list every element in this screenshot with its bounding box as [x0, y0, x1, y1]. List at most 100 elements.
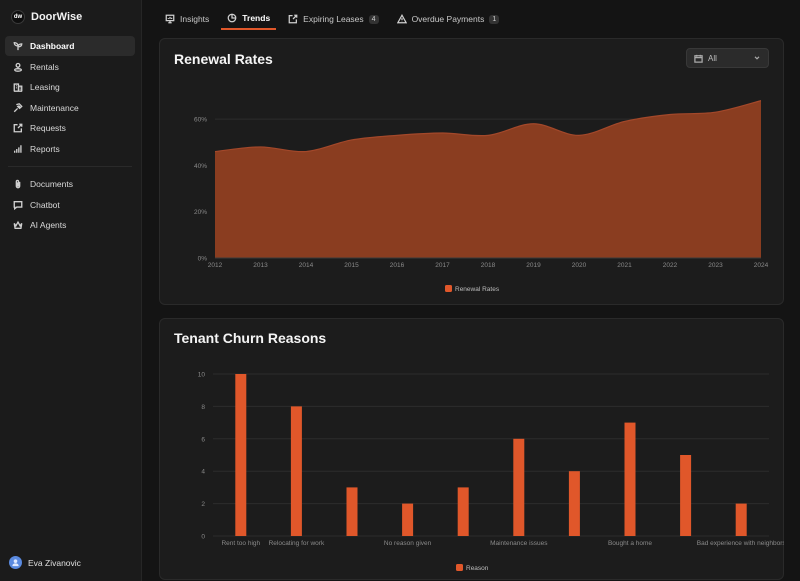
- bar: [290, 406, 302, 536]
- sidebar-item-label: Dashboard: [30, 41, 75, 51]
- x-tick-label: 2022: [663, 262, 678, 269]
- count-badge: 4: [368, 14, 379, 24]
- x-tick-label: 2021: [617, 262, 632, 269]
- sidebar-item-reports[interactable]: Reports: [5, 139, 135, 159]
- sidebar-divider: [8, 165, 132, 167]
- tab-label: Overdue Payments: [411, 14, 485, 24]
- warning-icon: [396, 14, 407, 24]
- bar: [568, 471, 580, 536]
- tab-bar: Insights Trends Expiring Leases 4 Overdu…: [159, 8, 511, 30]
- y-tick-label: 0%: [198, 256, 208, 263]
- tab-label: Expiring Leases: [303, 14, 364, 24]
- sidebar-item-label: Chatbot: [30, 199, 60, 210]
- tenant-churn-chart: 0 2 4 6 8 10 Rent too high Relocating for work N…: [198, 372, 784, 573]
- sidebar-item-maintenance[interactable]: Maintenance: [5, 98, 135, 118]
- count-badge: 1: [489, 14, 500, 24]
- chevron-down-icon: [754, 56, 760, 60]
- tab-overdue-payments[interactable]: Overdue Payments 1: [391, 8, 506, 30]
- hammer-icon: [13, 102, 23, 113]
- sidebar-item-label: AI Agents: [30, 220, 67, 231]
- x-tick-label: Maintenance issues: [490, 540, 548, 547]
- tab-expiring-leases[interactable]: Expiring Leases 4: [282, 8, 384, 30]
- tab-trends[interactable]: Trends: [221, 8, 277, 30]
- x-tick-label: 2015: [344, 262, 359, 269]
- bar: [457, 487, 469, 536]
- x-tick-label: 2016: [390, 262, 405, 269]
- tab-label: Trends: [242, 13, 271, 23]
- map-pin-icon: [13, 62, 23, 72]
- sidebar-item-documents[interactable]: Documents: [5, 174, 135, 194]
- square-arrow-icon: [13, 123, 23, 133]
- bar: [402, 503, 414, 536]
- bar: [680, 455, 692, 536]
- x-tick-label: 2020: [572, 262, 587, 269]
- user-name: Eva Zivanovic: [28, 557, 81, 568]
- x-tick-label: Bad experience with neighbors: [697, 540, 784, 547]
- user-profile[interactable]: Eva Zivanovic: [9, 556, 81, 569]
- presentation-icon: [165, 14, 175, 24]
- bar: [624, 422, 636, 536]
- sidebar-item-requests[interactable]: Requests: [5, 118, 135, 138]
- y-tick-label: 8: [201, 404, 205, 411]
- renewal-rates-area: [215, 100, 761, 258]
- building-icon: [13, 83, 23, 93]
- bar: [513, 438, 525, 536]
- y-tick-label: 2: [201, 501, 205, 508]
- renewal-rates-line: [214, 100, 762, 153]
- tab-label: Insights: [180, 14, 210, 24]
- legend-label: Reason: [466, 565, 489, 572]
- brand[interactable]: dw DoorWise: [11, 10, 82, 24]
- y-tick-label: 20%: [194, 209, 207, 216]
- sidebar-item-ai-agents[interactable]: AI Agents: [5, 215, 135, 235]
- sidebar-item-leasing[interactable]: Leasing: [5, 77, 135, 97]
- sidebar-item-dashboard[interactable]: Dashboard: [5, 36, 135, 56]
- x-tick-label: 2023: [708, 262, 723, 269]
- x-tick-label: 2012: [208, 262, 223, 269]
- sidebar-nav: Dashboard Rentals Leasing Maintenance Re…: [5, 36, 135, 236]
- x-tick-label: No reason given: [384, 540, 432, 547]
- renewal-rates-title: Renewal Rates: [174, 51, 273, 67]
- sprout-icon: [13, 41, 23, 51]
- crown-icon: [13, 220, 23, 230]
- sidebar: dw DoorWise Dashboard Rentals Leasing Ma…: [0, 0, 142, 581]
- tenant-churn-card: Tenant Churn Reasons 0 2 4 6 8 10 Rent too hig…: [159, 318, 784, 580]
- sidebar-item-rentals[interactable]: Rentals: [5, 57, 135, 77]
- x-tick-label: 2014: [299, 262, 314, 269]
- legend-swatch: [445, 285, 452, 292]
- legend-swatch: [456, 564, 463, 571]
- x-tick-label: Rent too high: [221, 540, 260, 547]
- legend-label: Renewal Rates: [455, 286, 500, 293]
- pie-chart-icon: [227, 13, 237, 23]
- y-tick-label: 6: [201, 436, 205, 443]
- y-tick-label: 0: [201, 534, 205, 541]
- calendar-icon: [694, 54, 703, 63]
- square-arrow-icon: [288, 14, 298, 24]
- tab-insights[interactable]: Insights: [159, 8, 215, 30]
- x-tick-label: 2013: [253, 262, 268, 269]
- y-tick-label: 40%: [194, 163, 207, 170]
- y-tick-label: 60%: [194, 117, 207, 124]
- bar: [346, 487, 358, 536]
- y-tick-label: 4: [201, 469, 205, 476]
- sidebar-item-chatbot[interactable]: Chatbot: [5, 195, 135, 215]
- bar-chart-icon: [14, 145, 22, 153]
- sidebar-item-label: Maintenance: [30, 102, 79, 113]
- sidebar-item-label: Leasing: [30, 82, 60, 93]
- renewal-rates-chart: 0% 20% 40% 60% 2012 2013 2014 2015 2016 2017 2018 2…: [194, 100, 769, 293]
- avatar: [9, 556, 22, 569]
- brand-logo-icon: dw: [11, 10, 25, 24]
- sidebar-item-label: Rentals: [30, 61, 59, 72]
- sidebar-item-label: Documents: [30, 178, 73, 189]
- tenant-churn-title: Tenant Churn Reasons: [174, 330, 327, 346]
- x-tick-label: 2019: [526, 262, 541, 269]
- user-icon: [12, 559, 19, 567]
- x-tick-label: Relocating for work: [269, 540, 325, 547]
- chat-icon: [13, 200, 23, 210]
- x-tick-label: 2024: [754, 262, 769, 269]
- sidebar-item-label: Reports: [30, 143, 60, 154]
- date-range-dropdown[interactable]: All: [686, 48, 769, 68]
- y-tick-label: 10: [198, 372, 206, 379]
- sidebar-item-label: Requests: [30, 123, 66, 134]
- date-range-value: All: [708, 53, 717, 63]
- x-tick-label: 2018: [481, 262, 496, 269]
